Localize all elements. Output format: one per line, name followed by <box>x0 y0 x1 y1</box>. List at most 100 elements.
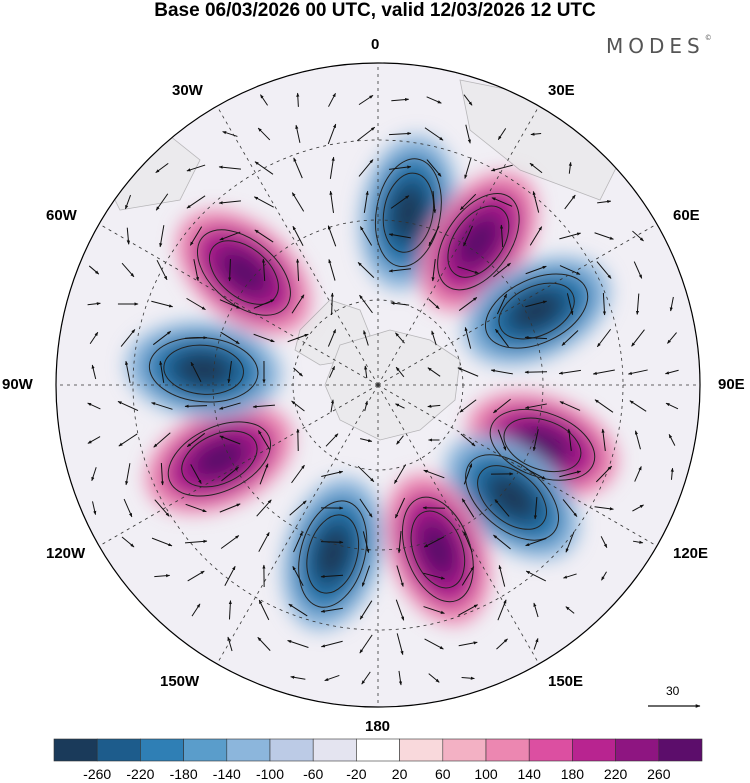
wind-vector <box>291 192 305 212</box>
anomaly-contour <box>167 421 272 497</box>
wind-vector <box>91 467 97 482</box>
wind-vector <box>359 498 373 518</box>
wind-vector <box>87 402 101 410</box>
wind-vector <box>219 435 241 445</box>
wind-vector <box>428 673 440 683</box>
wind-vector <box>155 193 169 211</box>
wind-vector <box>296 92 300 107</box>
wind-vector <box>252 404 276 409</box>
wind-vector <box>497 128 507 140</box>
wind-vector <box>359 294 373 314</box>
lon-label-top-left: 30W <box>172 82 203 99</box>
map-title: Base 06/03/2026 00 UTC, valid 12/03/2026… <box>154 0 596 21</box>
anomaly-center <box>282 477 384 631</box>
wind-vector <box>391 97 410 102</box>
wind-vector <box>532 190 540 213</box>
wind-vector <box>228 258 232 282</box>
wind-vector <box>159 360 165 383</box>
wind-vector <box>362 531 370 554</box>
wind-vector <box>363 330 369 346</box>
colorbar-swatch <box>615 738 660 762</box>
colorbar-swatch <box>485 738 530 762</box>
wind-vector <box>359 634 373 654</box>
colorbar-swatch <box>312 738 357 762</box>
wind-vector <box>565 606 575 614</box>
wind-vector <box>395 599 405 621</box>
wind-vector <box>491 197 513 207</box>
wind-vector <box>597 199 612 204</box>
colorbar-tick-label: -260 <box>83 766 112 782</box>
wind-vector <box>629 400 647 412</box>
wind-vector <box>357 465 375 483</box>
wind-vector <box>123 498 133 518</box>
anomaly-contour <box>196 229 291 316</box>
wind-vector <box>388 268 411 273</box>
wind-vector <box>530 132 542 136</box>
wind-vector <box>396 565 404 587</box>
wind-vector <box>497 599 507 621</box>
wind-vector <box>293 367 303 377</box>
wind-vector <box>325 433 339 447</box>
wind-vector <box>256 499 272 517</box>
wind-vector <box>288 603 308 617</box>
wind-vector <box>218 165 241 170</box>
colorbar-swatch <box>269 738 314 762</box>
wind-vector <box>496 293 508 315</box>
lon-label-right: 90E <box>718 376 745 393</box>
wind-vector <box>562 499 578 517</box>
wind-vector <box>493 262 511 278</box>
wind-vector <box>290 675 306 680</box>
colorbar-tick-label: 140 <box>517 766 541 782</box>
wind-vectors <box>87 92 679 686</box>
wind-vector <box>490 369 513 375</box>
colorbar-swatch <box>356 738 400 762</box>
lon-label-upper-right: 60E <box>673 207 700 224</box>
wind-vector <box>152 330 172 346</box>
colorbar-swatch <box>399 738 444 762</box>
wind-vector <box>117 400 139 412</box>
contour-lines <box>148 158 596 608</box>
wind-vector <box>320 640 343 648</box>
wind-vector <box>154 499 170 517</box>
wind-vector <box>395 366 405 378</box>
wind-vector <box>87 436 101 444</box>
wind-vector <box>359 600 373 620</box>
wind-vector <box>564 194 576 210</box>
wind-vector <box>465 124 471 144</box>
wind-vector <box>398 670 403 686</box>
colorbar-tick-label: -100 <box>255 766 285 782</box>
wind-vector <box>320 574 344 579</box>
colorbar-swatch <box>442 738 487 762</box>
meridian-line <box>216 105 379 386</box>
wind-vector <box>525 265 547 275</box>
wind-vector <box>559 265 581 275</box>
wind-vector <box>358 159 374 177</box>
wind-vector <box>596 328 612 348</box>
brand-logo: MODES© <box>606 34 712 58</box>
wind-vector <box>490 164 513 172</box>
wind-vector <box>493 398 511 414</box>
wind-vector <box>295 124 301 143</box>
wind-vector <box>532 429 539 452</box>
wind-vector <box>259 463 269 485</box>
wind-vector <box>426 159 442 177</box>
meridian-line <box>216 384 379 665</box>
wind-vector <box>187 570 205 582</box>
wind-vector <box>592 369 615 375</box>
meridian-line <box>377 384 540 665</box>
anomaly-contour <box>484 273 589 349</box>
wind-vector <box>461 676 475 680</box>
wind-vector <box>292 225 304 246</box>
lon-label-top-right: 30E <box>548 82 575 99</box>
meridian-line <box>377 384 658 547</box>
wind-vector <box>185 503 207 513</box>
wind-vector <box>670 467 674 480</box>
wind-vector <box>632 540 644 544</box>
latitude-circle <box>212 219 544 551</box>
wind-vector <box>458 641 478 647</box>
wind-vector <box>559 232 582 240</box>
wind-vector <box>324 674 340 682</box>
wind-vector <box>120 329 136 347</box>
wind-vector <box>424 127 444 141</box>
wind-vector <box>289 500 307 516</box>
